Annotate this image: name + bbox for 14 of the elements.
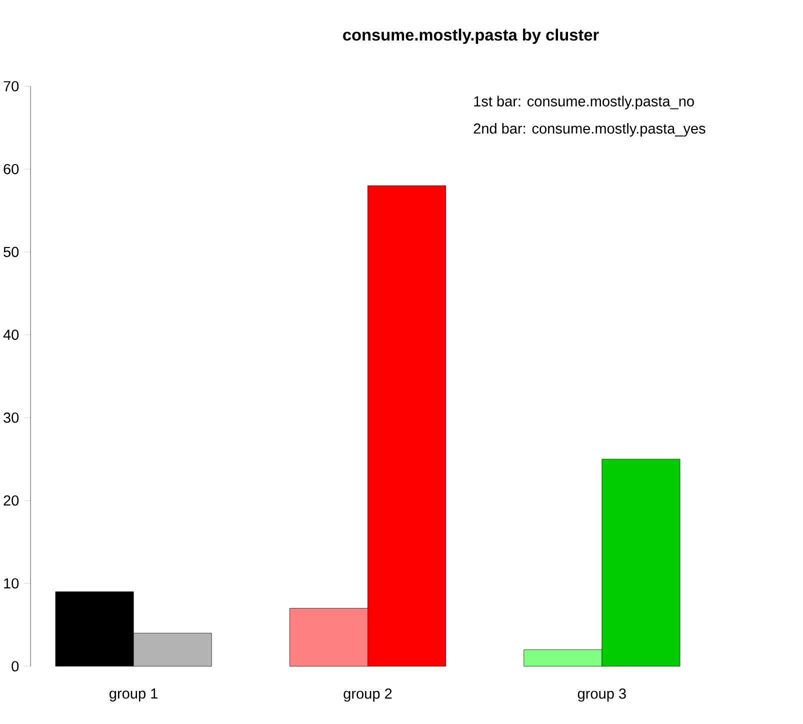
y-tick-label: 50 <box>4 246 19 257</box>
y-tick-label: 60 <box>4 164 19 174</box>
y-tick-label: 20 <box>4 495 19 506</box>
y-tick-label: 40 <box>3 329 19 340</box>
y-tick-label: 10 <box>4 578 19 588</box>
annotation: 2nd bar: consume.mostly.pasta_yes <box>474 122 706 136</box>
y-tick-label: 30 <box>4 412 19 423</box>
x-tick-label: group 3 <box>578 688 626 702</box>
x-tick-label: group 1 <box>110 688 158 702</box>
y-tick-label: 0 <box>12 660 19 672</box>
chart-title: consume.mostly.pasta by cluster <box>343 28 599 44</box>
annotation: 1st bar: consume.mostly.pasta_no <box>474 96 694 110</box>
x-tick-label: group 2 <box>344 688 392 702</box>
y-tick-label: 70 <box>4 80 19 92</box>
